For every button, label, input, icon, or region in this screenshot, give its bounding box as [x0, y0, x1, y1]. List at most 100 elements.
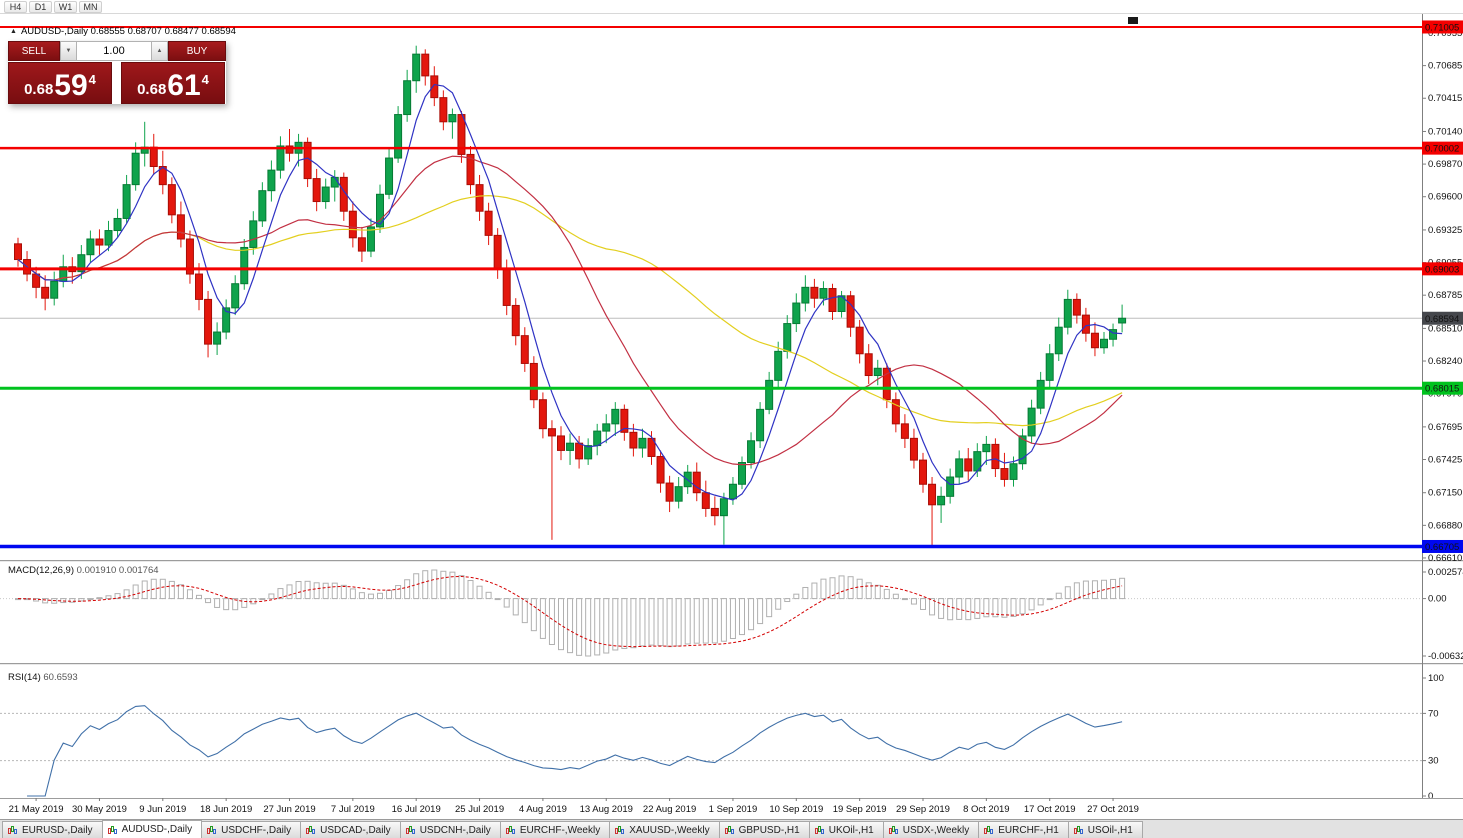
macd-histogram-bar [548, 598, 555, 645]
candle [756, 408, 765, 442]
macd-histogram-bar [657, 598, 664, 647]
collapse-triangle-icon[interactable]: ▲ [10, 28, 17, 35]
chart-tab-eurchf-h1[interactable]: EURCHF-,H1 [978, 821, 1069, 838]
sell-button[interactable]: SELL [8, 41, 60, 61]
object-handle[interactable] [1128, 17, 1138, 24]
tab-chart-icon [505, 825, 516, 835]
price-tag-label: 0.68015 [1425, 384, 1459, 395]
candle [747, 440, 756, 464]
volume-decrease-button[interactable]: ▼ [60, 41, 77, 61]
candle [1000, 468, 1009, 480]
candle [1027, 407, 1036, 437]
buy-price-button[interactable]: 0.68 61 4 [121, 62, 225, 104]
date-axis-label: 19 Sep 2019 [833, 804, 887, 815]
chart-tab-eurchf-weekly[interactable]: EURCHF-,Weekly [499, 821, 611, 838]
price-axis-label: 0.66880 [1428, 520, 1462, 531]
price-axis-label: 0.66610 [1428, 553, 1462, 564]
candle [593, 430, 602, 447]
macd-histogram-bar [920, 598, 926, 610]
buy-button[interactable]: BUY [168, 41, 226, 61]
candle [185, 238, 194, 275]
macd-histogram-bar [829, 577, 836, 600]
chart-tab-gbpusd-h1[interactable]: GBPUSD-,H1 [718, 821, 810, 838]
candle [964, 458, 973, 472]
date-axis-label: 25 Jul 2019 [455, 804, 504, 815]
candle [620, 408, 629, 433]
macd-histogram-bar [1019, 598, 1026, 615]
tab-label: UKOil-,H1 [828, 824, 874, 836]
candle [240, 246, 249, 285]
tab-label: EURCHF-,Weekly [519, 824, 601, 836]
date-axis-label: 22 Aug 2019 [643, 804, 696, 815]
candle [611, 408, 620, 425]
chart-tab-usoil-h1[interactable]: USOil-,H1 [1067, 821, 1143, 838]
buy-price-point: 4 [201, 72, 209, 87]
tab-label: AUDUSD-,Daily [121, 824, 193, 835]
price-axis-label: 0.69870 [1428, 159, 1462, 170]
tab-label: EURCHF-,H1 [998, 824, 1059, 836]
chart-title: AUDUSD-,Daily 0.68555 0.68707 0.68477 0.… [20, 26, 236, 37]
tab-label: USDCHF-,Daily [221, 824, 292, 836]
timeframe-button-h4[interactable]: H4 [4, 0, 27, 13]
candle [855, 326, 864, 355]
candle [1009, 463, 1018, 480]
tab-label: USDCAD-,Daily [320, 824, 391, 836]
macd-histogram-bar [494, 598, 501, 601]
candle [213, 331, 222, 345]
date-axis-label: 27 Oct 2019 [1087, 804, 1139, 815]
candle [249, 220, 258, 248]
candle [846, 295, 855, 328]
candle [665, 482, 674, 502]
macd-histogram-bar [1028, 598, 1035, 611]
macd-histogram-bar [386, 589, 393, 600]
chart-tab-usdchf-daily[interactable]: USDCHF-,Daily [201, 821, 302, 838]
candle [32, 273, 41, 288]
chart-tab-usdcnh-daily[interactable]: USDCNH-,Daily [399, 821, 501, 838]
price-axis-label: 0.67150 [1428, 488, 1462, 499]
candle [692, 471, 701, 494]
macd-histogram-bar [358, 592, 365, 600]
macd-histogram-bar [223, 598, 230, 611]
timeframe-button-d1[interactable]: D1 [29, 0, 52, 13]
macd-histogram-bar [757, 598, 764, 625]
candle [1063, 298, 1072, 328]
chart-tab-eurusd-daily[interactable]: EURUSD-,Daily [2, 821, 103, 838]
price-axis-label: 0.67695 [1428, 422, 1462, 433]
chart-tab-ukoil-h1[interactable]: UKOil-,H1 [808, 821, 884, 838]
macd-histogram-bar [87, 598, 94, 601]
macd-histogram-bar [603, 598, 610, 654]
candle [882, 367, 891, 401]
macd-histogram-bar [901, 598, 908, 601]
chart-tab-usdx-weekly[interactable]: USDX-,Weekly [882, 821, 980, 838]
date-axis-label: 18 Jun 2019 [200, 804, 252, 815]
macd-histogram-bar [856, 578, 863, 600]
macd-histogram-bar [648, 598, 655, 646]
candle [937, 495, 946, 506]
macd-histogram-bar [594, 598, 601, 656]
date-axis-label: 16 Jul 2019 [392, 804, 441, 815]
candle [195, 273, 203, 300]
candle [638, 437, 647, 449]
timeframe-button-w1[interactable]: W1 [54, 0, 77, 13]
chart-tab-usdcad-daily[interactable]: USDCAD-,Daily [300, 821, 401, 838]
volume-increase-button[interactable]: ▲ [151, 41, 168, 61]
price-axis-label: 0.67425 [1428, 454, 1462, 465]
candle [547, 428, 556, 437]
chart-tab-xauusd-weekly[interactable]: XAUUSD-,Weekly [609, 821, 720, 838]
timeframe-button-mn[interactable]: MN [79, 0, 102, 13]
chart-tab-audusd-daily[interactable]: AUDUSD-,Daily [101, 820, 203, 838]
macd-histogram-bar [78, 598, 85, 602]
sell-price-button[interactable]: 0.68 59 4 [8, 62, 112, 104]
candle [86, 238, 95, 256]
price-tag [1422, 539, 1463, 553]
candle [819, 288, 828, 299]
macd-label: MACD(12,26,9) 0.001910 0.001764 [8, 565, 159, 576]
candle [520, 335, 529, 364]
candle [77, 254, 86, 273]
price-axis-label: 0.70140 [1428, 126, 1462, 137]
candle [339, 176, 348, 212]
macd-histogram-bar [232, 598, 239, 611]
volume-input[interactable]: 1.00 [77, 41, 151, 61]
tab-chart-icon [984, 825, 994, 835]
tab-chart-icon [8, 825, 18, 835]
